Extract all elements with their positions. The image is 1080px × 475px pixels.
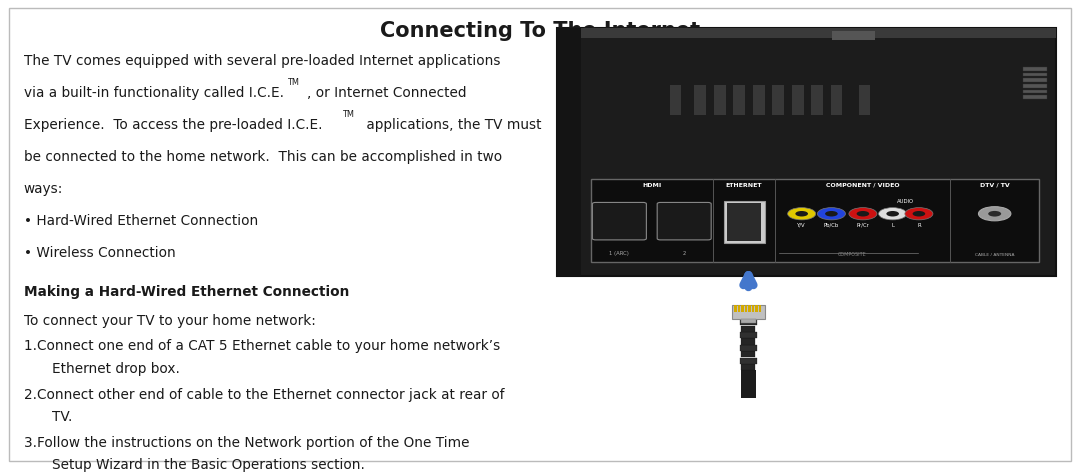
Text: L: L: [891, 223, 894, 228]
Text: Setup Wizard in the Basic Operations section.: Setup Wizard in the Basic Operations sec…: [52, 458, 365, 472]
Bar: [759, 305, 761, 312]
Circle shape: [905, 208, 933, 220]
Bar: [741, 351, 755, 357]
Circle shape: [818, 208, 846, 220]
Text: R: R: [917, 223, 921, 228]
Bar: [557, 28, 581, 276]
Text: 2: 2: [683, 251, 686, 256]
Bar: [741, 345, 757, 351]
Circle shape: [787, 208, 815, 220]
Bar: [741, 358, 757, 364]
Bar: [738, 305, 740, 312]
Circle shape: [913, 211, 926, 217]
Bar: [811, 85, 823, 115]
Text: 1 (ARC): 1 (ARC): [609, 251, 630, 256]
Text: CABLE / ANTENNA: CABLE / ANTENNA: [975, 253, 1014, 257]
Circle shape: [849, 208, 877, 220]
Bar: [741, 364, 755, 370]
Bar: [792, 85, 804, 115]
Bar: [741, 326, 755, 332]
Text: be connected to the home network.  This can be accomplished in two: be connected to the home network. This c…: [24, 151, 502, 164]
Text: Y/V: Y/V: [797, 223, 806, 228]
Bar: [741, 305, 744, 312]
Bar: [741, 370, 756, 398]
Bar: [724, 200, 765, 243]
FancyBboxPatch shape: [592, 202, 646, 240]
Text: applications, the TV must: applications, the TV must: [362, 118, 541, 133]
Bar: [732, 305, 765, 319]
Text: HDMI: HDMI: [643, 183, 661, 188]
Text: To connect your TV to your home network:: To connect your TV to your home network:: [24, 314, 315, 328]
Bar: [670, 85, 681, 115]
Text: Pb/Cb: Pb/Cb: [824, 223, 839, 228]
Bar: [591, 179, 1039, 262]
FancyArrowPatch shape: [743, 275, 754, 287]
Text: COMPONENT / VIDEO: COMPONENT / VIDEO: [826, 183, 900, 188]
Bar: [755, 305, 758, 312]
Text: Ethernet drop box.: Ethernet drop box.: [52, 362, 179, 376]
Bar: [741, 319, 756, 323]
Circle shape: [856, 211, 869, 217]
Text: AUDIO: AUDIO: [897, 199, 915, 204]
Circle shape: [978, 207, 1011, 221]
Bar: [752, 305, 754, 312]
Text: Experience.  To access the pre-loaded I.C.E.: Experience. To access the pre-loaded I.C…: [24, 118, 322, 133]
Bar: [557, 28, 1056, 38]
Text: , or Internet Connected: , or Internet Connected: [307, 86, 467, 100]
Text: ETHERNET: ETHERNET: [726, 183, 762, 188]
Bar: [748, 305, 751, 312]
Circle shape: [795, 211, 808, 217]
Bar: [727, 203, 761, 241]
Text: DTV / TV: DTV / TV: [980, 183, 1010, 188]
Text: 3.Follow the instructions on the Network portion of the One Time: 3.Follow the instructions on the Network…: [24, 436, 469, 450]
Text: TV.: TV.: [52, 410, 72, 424]
Text: via a built-in functionality called I.C.E.: via a built-in functionality called I.C.…: [24, 86, 284, 100]
Text: 1.Connect one end of a CAT 5 Ethernet cable to your home network’s: 1.Connect one end of a CAT 5 Ethernet ca…: [24, 340, 500, 353]
Bar: [741, 332, 757, 338]
Text: COMPOSITE: COMPOSITE: [838, 252, 866, 257]
Bar: [832, 30, 875, 40]
Bar: [753, 85, 765, 115]
Bar: [1023, 95, 1047, 99]
Bar: [694, 85, 706, 115]
Text: TM: TM: [343, 110, 355, 119]
Bar: [734, 305, 737, 312]
Circle shape: [879, 208, 907, 220]
Text: 2.Connect other end of cable to the Ethernet connector jack at rear of: 2.Connect other end of cable to the Ethe…: [24, 388, 504, 401]
Bar: [1023, 67, 1047, 71]
Circle shape: [988, 211, 1001, 217]
Text: The TV comes equipped with several pre-loaded Internet applications: The TV comes equipped with several pre-l…: [24, 54, 500, 68]
Bar: [831, 85, 842, 115]
Text: ways:: ways:: [24, 182, 63, 196]
Bar: [714, 85, 726, 115]
Text: TM: TM: [288, 78, 300, 87]
Bar: [859, 85, 870, 115]
Bar: [1023, 84, 1047, 88]
Bar: [741, 319, 757, 325]
Text: Connecting To The Internet: Connecting To The Internet: [380, 21, 700, 41]
Text: Making a Hard-Wired Ethernet Connection: Making a Hard-Wired Ethernet Connection: [24, 285, 349, 299]
FancyBboxPatch shape: [657, 202, 712, 240]
Bar: [1023, 78, 1047, 82]
Bar: [741, 339, 755, 344]
Bar: [1023, 90, 1047, 93]
Circle shape: [825, 211, 838, 217]
Text: • Hard-Wired Ethernet Connection: • Hard-Wired Ethernet Connection: [24, 214, 258, 228]
Bar: [772, 85, 784, 115]
Text: Pr/Cr: Pr/Cr: [856, 223, 869, 228]
Bar: [1023, 73, 1047, 76]
Text: • Wireless Connection: • Wireless Connection: [24, 247, 176, 260]
Bar: [733, 85, 745, 115]
Bar: [557, 28, 1056, 276]
Bar: [745, 305, 747, 312]
Circle shape: [887, 211, 899, 217]
